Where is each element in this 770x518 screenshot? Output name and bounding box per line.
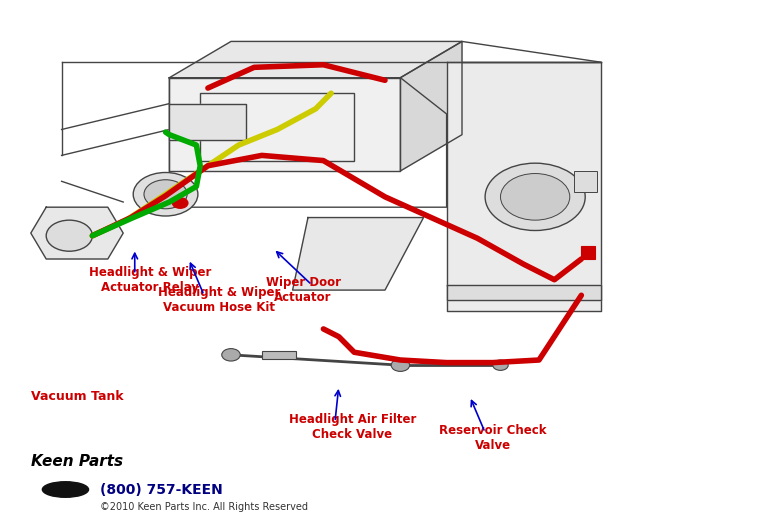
Polygon shape	[31, 207, 123, 259]
Circle shape	[485, 163, 585, 231]
Circle shape	[133, 172, 198, 216]
Polygon shape	[447, 62, 601, 311]
Text: Wiper Door
Actuator: Wiper Door Actuator	[266, 276, 340, 304]
Circle shape	[493, 360, 508, 370]
Text: Reservoir Check
Valve: Reservoir Check Valve	[439, 424, 547, 452]
Polygon shape	[400, 41, 462, 171]
Text: (800) 757-KEEN: (800) 757-KEEN	[100, 482, 223, 497]
Bar	[262, 351, 296, 359]
Circle shape	[500, 174, 570, 220]
Polygon shape	[293, 218, 424, 290]
Bar	[581, 246, 595, 259]
Polygon shape	[169, 41, 462, 78]
Polygon shape	[447, 285, 601, 300]
Text: ©2010 Keen Parts Inc. All Rights Reserved: ©2010 Keen Parts Inc. All Rights Reserve…	[100, 501, 308, 512]
Text: Headlight & Wiper
Vacuum Hose Kit: Headlight & Wiper Vacuum Hose Kit	[158, 286, 280, 314]
Polygon shape	[169, 78, 400, 171]
Text: Headlight & Wiper
Actuator Relay: Headlight & Wiper Actuator Relay	[89, 266, 211, 294]
Circle shape	[144, 180, 187, 209]
Polygon shape	[169, 104, 246, 140]
Text: Headlight Air Filter
Check Valve: Headlight Air Filter Check Valve	[289, 413, 416, 441]
Ellipse shape	[42, 482, 89, 497]
Bar	[574, 171, 597, 192]
Text: Vacuum Tank: Vacuum Tank	[31, 390, 123, 403]
Circle shape	[46, 220, 92, 251]
Circle shape	[391, 359, 410, 371]
Circle shape	[222, 349, 240, 361]
Text: Keen Parts: Keen Parts	[31, 454, 123, 469]
Circle shape	[172, 198, 188, 208]
Bar	[200, 93, 354, 161]
